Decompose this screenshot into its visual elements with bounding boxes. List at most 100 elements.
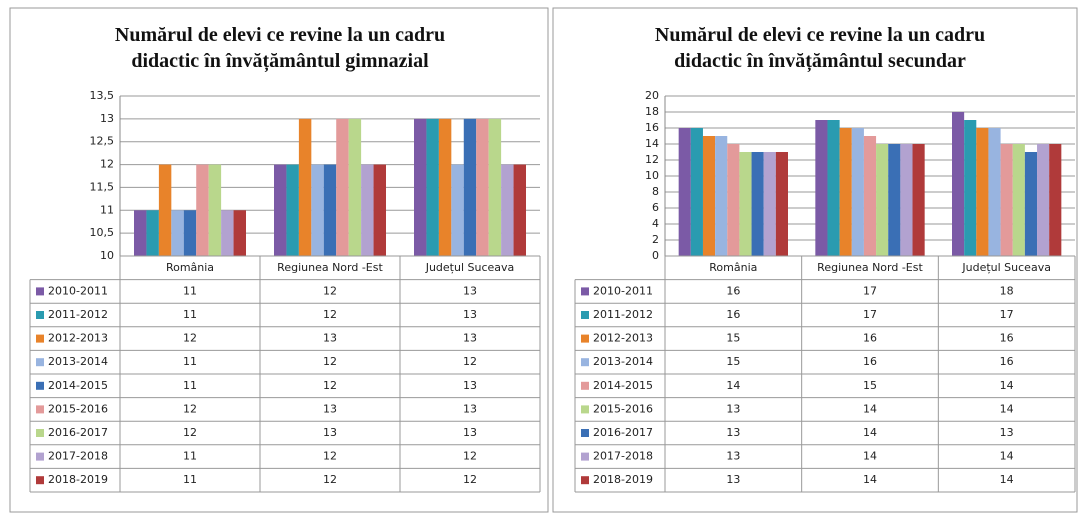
table-value: 11 bbox=[183, 473, 197, 486]
table-value: 12 bbox=[323, 450, 337, 463]
y-tick-label: 13,5 bbox=[90, 89, 115, 102]
legend-swatch bbox=[36, 334, 44, 343]
bar bbox=[827, 120, 840, 256]
table-value: 18 bbox=[1000, 284, 1014, 297]
bar bbox=[851, 128, 864, 256]
table-value: 14 bbox=[863, 402, 877, 415]
table-value: 16 bbox=[863, 355, 877, 368]
table-value: 13 bbox=[463, 284, 477, 297]
legend-label: 2013-2014 bbox=[48, 355, 108, 368]
y-tick-label: 12 bbox=[100, 158, 114, 171]
legend-label: 2012-2013 bbox=[48, 332, 108, 345]
legend-label: 2013-2014 bbox=[593, 355, 653, 368]
bar bbox=[298, 118, 312, 256]
bar bbox=[336, 118, 349, 256]
legend-swatch bbox=[581, 429, 589, 437]
table-value: 13 bbox=[726, 450, 740, 463]
table-value: 11 bbox=[183, 284, 197, 297]
bar bbox=[426, 118, 439, 256]
bar bbox=[134, 210, 147, 256]
table-value: 12 bbox=[183, 332, 197, 345]
table-value: 12 bbox=[323, 355, 337, 368]
table-value: 13 bbox=[463, 332, 477, 345]
bar bbox=[763, 152, 776, 256]
bar bbox=[690, 128, 703, 256]
legend-label: 2015-2016 bbox=[593, 402, 653, 415]
bar bbox=[183, 210, 197, 256]
chart-title: Numărul de elevi ce revine la un cadru d… bbox=[114, 24, 446, 72]
bar bbox=[715, 136, 728, 256]
bar bbox=[876, 144, 889, 256]
table-value: 16 bbox=[1000, 332, 1014, 345]
bar bbox=[702, 136, 716, 256]
y-tick-label: 16 bbox=[645, 121, 659, 134]
bar bbox=[1012, 144, 1025, 256]
legend-swatch bbox=[36, 287, 44, 296]
legend-swatch bbox=[581, 334, 589, 343]
x-tick-label: Regiunea Nord -Est bbox=[817, 261, 923, 274]
legend-label: 2010-2011 bbox=[48, 284, 108, 297]
table-value: 12 bbox=[323, 308, 337, 321]
legend-swatch bbox=[36, 358, 44, 367]
bar bbox=[900, 144, 913, 256]
chart-title: Numărul de elevi ce revine la un cadru d… bbox=[654, 24, 986, 72]
table-value: 14 bbox=[1000, 450, 1014, 463]
table-value: 14 bbox=[863, 426, 877, 439]
bar bbox=[146, 210, 159, 256]
legend-swatch bbox=[581, 358, 589, 367]
table-value: 16 bbox=[726, 284, 740, 297]
legend-swatch bbox=[36, 311, 44, 319]
table-value: 17 bbox=[863, 308, 877, 321]
table-value: 13 bbox=[323, 332, 337, 345]
legend-swatch bbox=[581, 311, 589, 319]
y-tick-label: 20 bbox=[645, 89, 659, 102]
bar bbox=[488, 118, 502, 256]
y-tick-label: 18 bbox=[645, 105, 659, 118]
table-value: 12 bbox=[183, 426, 197, 439]
legend-swatch bbox=[581, 405, 589, 414]
bar bbox=[233, 210, 246, 256]
bar bbox=[775, 152, 788, 256]
table-value: 13 bbox=[463, 426, 477, 439]
bar bbox=[888, 144, 901, 256]
bar bbox=[964, 120, 977, 256]
table-value: 15 bbox=[726, 332, 740, 345]
bar bbox=[221, 210, 234, 256]
legend-label: 2016-2017 bbox=[48, 426, 108, 439]
bar bbox=[171, 210, 184, 256]
y-tick-label: 12,5 bbox=[90, 135, 115, 148]
x-tick-label: Județul Suceava bbox=[961, 261, 1051, 274]
bar bbox=[912, 144, 925, 256]
x-tick-label: România bbox=[166, 261, 214, 274]
table-value: 14 bbox=[1000, 379, 1014, 392]
legend-label: 2015-2016 bbox=[48, 402, 108, 415]
bar bbox=[988, 128, 1001, 256]
y-tick-label: 14 bbox=[645, 137, 659, 150]
table-value: 13 bbox=[323, 402, 337, 415]
bar bbox=[976, 128, 989, 256]
x-tick-label: Județul Suceava bbox=[425, 261, 515, 274]
bar bbox=[952, 112, 965, 256]
bar bbox=[286, 164, 299, 256]
y-tick-label: 13 bbox=[100, 112, 114, 125]
y-tick-label: 2 bbox=[652, 233, 659, 246]
table-value: 13 bbox=[1000, 426, 1014, 439]
bar bbox=[1000, 144, 1013, 256]
table-value: 13 bbox=[726, 473, 740, 486]
bar bbox=[208, 164, 222, 256]
table-value: 15 bbox=[863, 379, 877, 392]
table-value: 12 bbox=[323, 473, 337, 486]
bar bbox=[739, 152, 752, 256]
y-tick-label: 10 bbox=[645, 169, 659, 182]
legend-swatch bbox=[581, 287, 589, 296]
y-tick-label: 8 bbox=[652, 185, 659, 198]
table-value: 16 bbox=[726, 308, 740, 321]
x-tick-label: Regiunea Nord -Est bbox=[277, 261, 383, 274]
bar bbox=[311, 164, 324, 256]
table-value: 11 bbox=[183, 450, 197, 463]
bar bbox=[451, 164, 464, 256]
bar bbox=[501, 164, 514, 256]
bar bbox=[323, 164, 337, 256]
table-value: 13 bbox=[323, 426, 337, 439]
